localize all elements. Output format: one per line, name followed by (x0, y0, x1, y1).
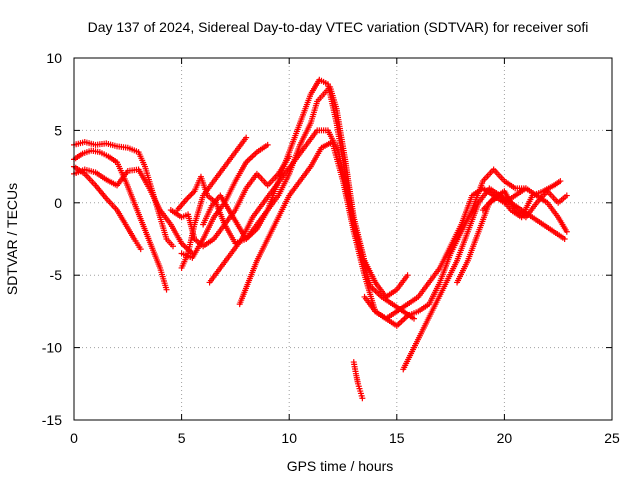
x-tick-label: 25 (604, 430, 620, 446)
y-tick-labels: 10 5 0 -5 -10 -15 (42, 50, 62, 428)
x-tick-label: 10 (281, 430, 297, 446)
y-tick-label: -15 (42, 412, 62, 428)
data-point (187, 192, 194, 199)
data-point (557, 178, 564, 185)
series-arc-1 (71, 138, 176, 250)
data-point (563, 228, 570, 235)
data-point (137, 246, 144, 253)
data-point (188, 191, 195, 198)
series-arc-6 (178, 141, 271, 261)
y-tick-label: -5 (50, 267, 63, 283)
data-point (404, 272, 411, 279)
series-arc-10 (206, 127, 418, 322)
data-point (185, 194, 192, 201)
grid (74, 58, 612, 420)
x-tick-label: 5 (178, 430, 186, 446)
data-point (411, 315, 418, 322)
chart-title: Day 137 of 2024, Sidereal Day-to-day VTE… (88, 19, 589, 35)
y-tick-label: 0 (54, 195, 62, 211)
series-arc-5 (167, 153, 293, 250)
x-tick-labels: 0 5 10 15 20 25 (70, 430, 620, 446)
x-axis-label: GPS time / hours (287, 458, 394, 474)
x-tick-label: 0 (70, 430, 78, 446)
y-axis-label: SDTVAR / TECUs (4, 183, 20, 295)
data-point (563, 192, 570, 199)
axis-ticks (73, 57, 613, 421)
x-tick-label: 15 (389, 430, 405, 446)
plot-frame (73, 57, 613, 421)
data-point (561, 236, 568, 242)
series-arc-13 (361, 166, 570, 329)
data-point (243, 134, 250, 141)
data-point (359, 395, 366, 402)
series-arc-7 (178, 134, 250, 271)
series-arc-3 (71, 163, 144, 253)
y-tick-label: -10 (42, 340, 62, 356)
data-point (184, 195, 191, 202)
data-marks (71, 76, 570, 402)
series-arc-16 (479, 188, 570, 221)
x-tick-label: 20 (497, 430, 513, 446)
y-tick-label: 5 (54, 122, 62, 138)
data-point (163, 286, 170, 293)
data-point (264, 141, 271, 148)
series-arc-2 (71, 147, 170, 293)
series-arc-12 (350, 359, 366, 402)
data-point (169, 243, 176, 250)
y-tick-label: 10 (46, 50, 62, 66)
